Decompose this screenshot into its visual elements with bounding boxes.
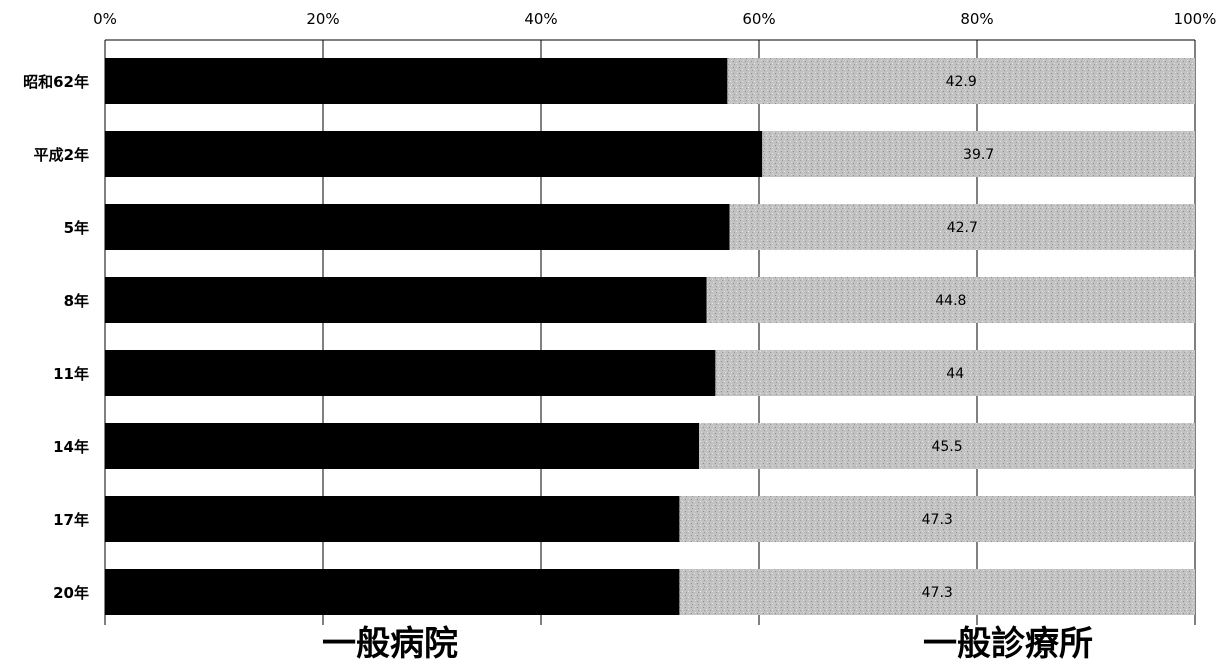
bar-series-1 [105, 204, 730, 250]
x-axis: 0% 20% 40% 60% 80% 100% [93, 10, 1216, 625]
category-label: 14年 [53, 438, 89, 456]
bar-series-1 [105, 496, 680, 542]
bar-series-1 [105, 569, 680, 615]
category-label: 5年 [64, 219, 89, 237]
x-tick-label: 40% [524, 10, 557, 28]
category-label: 8年 [64, 292, 89, 310]
bar-series-1 [105, 58, 728, 104]
data-label: 47.3 [922, 512, 953, 528]
bar-series-1 [105, 350, 716, 396]
data-label: 42.9 [946, 74, 977, 90]
legend: 一般病院 一般診療所 [322, 624, 1093, 660]
data-label: 39.7 [963, 147, 994, 163]
data-label: 42.7 [947, 220, 978, 236]
data-label: 45.5 [931, 439, 962, 455]
bar-series-2 [706, 277, 1195, 323]
bars: 42.9 39.7 42.7 44.8 44 45.5 47.3 47.3 [105, 58, 1195, 615]
bar-series-2 [715, 350, 1195, 396]
category-label: 昭和62年 [23, 73, 89, 91]
x-tick-label: 60% [742, 10, 775, 28]
bar-series-2 [679, 569, 1195, 615]
category-label: 11年 [53, 365, 89, 383]
bar-series-2 [727, 58, 1195, 104]
data-label: 47.3 [922, 585, 953, 601]
category-label: 17年 [53, 511, 89, 529]
bar-series-1 [105, 131, 763, 177]
category-label: 平成2年 [34, 146, 89, 164]
x-tick-label: 80% [960, 10, 993, 28]
data-label: 44.8 [935, 293, 966, 309]
bar-series-1 [105, 277, 707, 323]
x-tick-label: 0% [93, 10, 117, 28]
category-label: 20年 [53, 584, 89, 602]
data-label: 44 [946, 366, 964, 382]
bar-series-2 [762, 131, 1195, 177]
x-tick-label: 20% [306, 10, 339, 28]
bar-series-2 [679, 496, 1195, 542]
x-tick-label: 100% [1174, 10, 1217, 28]
legend-label-series-2: 一般診療所 [923, 624, 1093, 660]
bar-series-1 [105, 423, 700, 469]
legend-label-series-1: 一般病院 [322, 624, 458, 660]
bar-series-2 [699, 423, 1195, 469]
bar-series-2 [729, 204, 1195, 250]
